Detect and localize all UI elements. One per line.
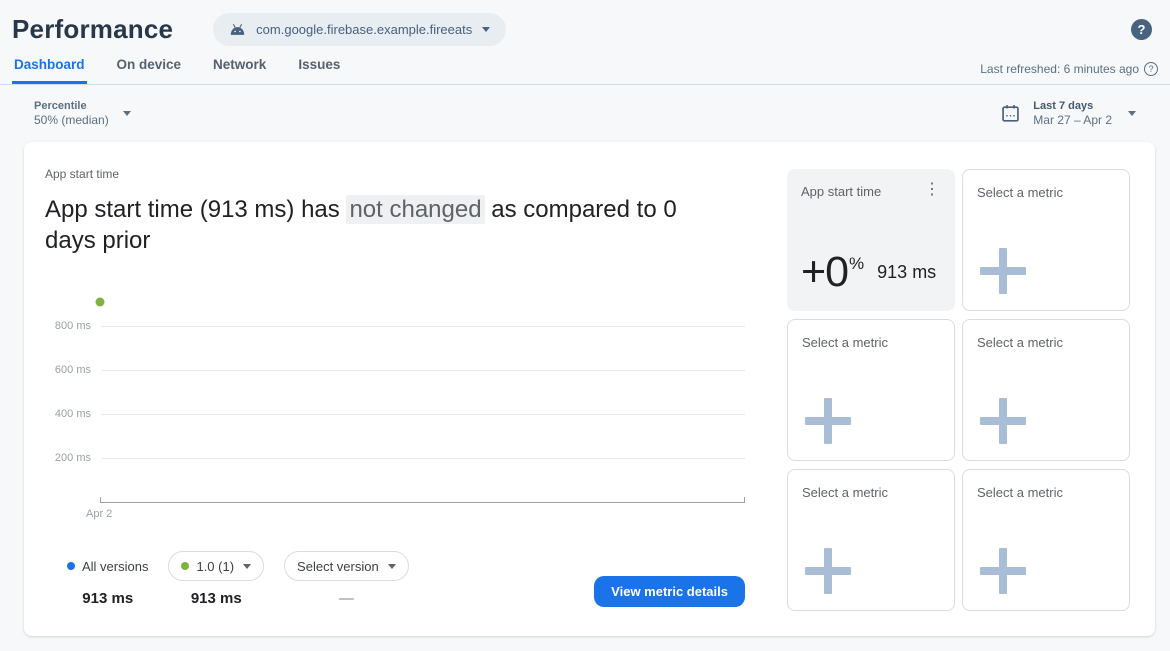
select-metric-card-2[interactable]: Select a metric bbox=[787, 319, 955, 461]
plus-icon bbox=[805, 548, 851, 594]
chart-gridline: 800 ms bbox=[55, 320, 745, 332]
select-metric-card-1[interactable]: Select a metric bbox=[962, 169, 1130, 311]
page-title: Performance bbox=[12, 13, 174, 44]
select-metric-card-4[interactable]: Select a metric bbox=[787, 469, 955, 611]
metric-headline: App start time (913 ms) has not changed … bbox=[45, 194, 725, 256]
plus-icon bbox=[805, 398, 851, 444]
tab-issues[interactable]: Issues bbox=[296, 57, 342, 84]
appstart-chart: 200 ms 400 ms 600 ms 800 ms Apr 2 bbox=[45, 283, 745, 520]
android-icon bbox=[229, 23, 246, 36]
legend-col-version-1: 1.0 (1) 913 ms bbox=[168, 551, 265, 607]
chart-gridline: 600 ms bbox=[55, 364, 745, 376]
date-preset: Last 7 days bbox=[1033, 100, 1094, 112]
calendar-icon bbox=[1000, 103, 1021, 124]
app-selector-value: com.google.firebase.example.fireeats bbox=[256, 21, 473, 37]
filter-bar: Percentile 50% (median) Last 7 days Mar … bbox=[0, 85, 1170, 142]
placeholder-label: Select a metric bbox=[977, 335, 1063, 350]
delta-percent: +0% bbox=[801, 248, 864, 297]
metric-detail-panel: App start time App start time (913 ms) h… bbox=[45, 167, 745, 612]
select-version-value: — bbox=[338, 590, 354, 607]
legend-label: All versions bbox=[82, 558, 149, 574]
legend-label: Select version bbox=[297, 558, 379, 574]
app-start-time-card: App start time App start time (913 ms) h… bbox=[24, 142, 1155, 636]
delta-unit: % bbox=[849, 254, 864, 273]
select-metric-card-5[interactable]: Select a metric bbox=[962, 469, 1130, 611]
legend-item-all-versions: All versions bbox=[67, 551, 148, 581]
chevron-down-icon bbox=[387, 563, 396, 569]
delta-number: +0 bbox=[801, 248, 849, 296]
tab-on-device[interactable]: On device bbox=[115, 57, 184, 84]
app-header: Performance com.google.firebase.example.… bbox=[0, 0, 1170, 52]
kebab-menu-icon[interactable]: ⋮ bbox=[924, 181, 940, 198]
metric-label: App start time bbox=[45, 167, 120, 181]
metric-card-stats: +0% 913 ms bbox=[801, 248, 942, 297]
placeholder-label: Select a metric bbox=[977, 485, 1063, 500]
percentile-dropdown[interactable]: Percentile 50% (median) bbox=[34, 100, 131, 127]
legend-col-select-version: Select version — bbox=[284, 551, 409, 607]
y-axis-tick-label: 200 ms bbox=[54, 452, 91, 464]
version-1-dropdown[interactable]: 1.0 (1) bbox=[168, 551, 265, 581]
y-axis-tick-label: 800 ms bbox=[54, 320, 91, 332]
select-metric-card-3[interactable]: Select a metric bbox=[962, 319, 1130, 461]
last-refreshed-text: Last refreshed: 6 minutes ago bbox=[980, 62, 1139, 76]
all-versions-value: 913 ms bbox=[82, 590, 134, 607]
chevron-down-icon bbox=[1128, 111, 1136, 116]
chart-x-axis bbox=[100, 497, 745, 503]
placeholder-label: Select a metric bbox=[802, 485, 888, 500]
placeholder-label: Select a metric bbox=[977, 185, 1063, 200]
blue-dot-icon bbox=[67, 562, 75, 570]
select-version-dropdown[interactable]: Select version bbox=[284, 551, 409, 581]
chevron-down-icon bbox=[122, 111, 131, 116]
metric-grid: App start time ⋮ +0% 913 ms Select a met… bbox=[787, 169, 1130, 612]
legend-col-all-versions: All versions 913 ms bbox=[67, 551, 148, 607]
refresh-help-icon[interactable]: ? bbox=[1144, 62, 1158, 76]
placeholder-label: Select a metric bbox=[802, 335, 888, 350]
y-axis-tick-label: 400 ms bbox=[54, 408, 91, 420]
chart-footer: All versions 913 ms 1.0 (1) 913 ms Selec… bbox=[45, 551, 745, 607]
headline-highlight: not changed bbox=[346, 195, 485, 224]
view-metric-details-button[interactable]: View metric details bbox=[594, 576, 745, 607]
chevron-down-icon bbox=[243, 563, 252, 569]
chevron-down-icon bbox=[482, 26, 491, 32]
plus-icon bbox=[980, 398, 1026, 444]
date-range-dropdown[interactable]: Last 7 days Mar 27 – Apr 2 bbox=[1000, 100, 1136, 127]
tab-bar: Dashboard On device Network Issues Last … bbox=[0, 52, 1170, 85]
date-range-value: Mar 27 – Apr 2 bbox=[1033, 113, 1112, 127]
y-axis-tick-label: 600 ms bbox=[54, 364, 91, 376]
help-icon[interactable]: ? bbox=[1131, 18, 1152, 40]
metric-card-title: App start time bbox=[801, 184, 882, 199]
headline-before: App start time (913 ms) has bbox=[45, 196, 347, 223]
green-dot-icon bbox=[181, 562, 190, 570]
headline-after: as compared to 0 days prior bbox=[45, 196, 677, 254]
tab-network[interactable]: Network bbox=[211, 57, 268, 84]
chart-gridline: 200 ms bbox=[55, 452, 745, 464]
chart-data-point[interactable] bbox=[95, 297, 105, 307]
plus-icon bbox=[980, 548, 1026, 594]
chart-plot: 200 ms 400 ms 600 ms 800 ms bbox=[55, 283, 745, 503]
app-selector-dropdown[interactable]: com.google.firebase.example.fireeats bbox=[213, 12, 507, 46]
tab-dashboard[interactable]: Dashboard bbox=[12, 57, 87, 84]
metric-card-app-start-time[interactable]: App start time ⋮ +0% 913 ms bbox=[787, 169, 955, 311]
chart-gridline: 400 ms bbox=[55, 408, 745, 420]
plus-icon bbox=[980, 248, 1026, 294]
legend-label: 1.0 (1) bbox=[196, 558, 235, 574]
version-1-value: 913 ms bbox=[190, 590, 242, 607]
metric-card-value: 913 ms bbox=[877, 262, 937, 282]
last-refreshed: Last refreshed: 6 minutes ago ? bbox=[980, 62, 1158, 84]
percentile-label: Percentile bbox=[34, 100, 87, 112]
percentile-value: 50% (median) bbox=[34, 113, 109, 127]
legend: All versions 913 ms 1.0 (1) 913 ms Selec… bbox=[67, 551, 409, 607]
x-axis-tick-label: Apr 2 bbox=[86, 508, 113, 520]
